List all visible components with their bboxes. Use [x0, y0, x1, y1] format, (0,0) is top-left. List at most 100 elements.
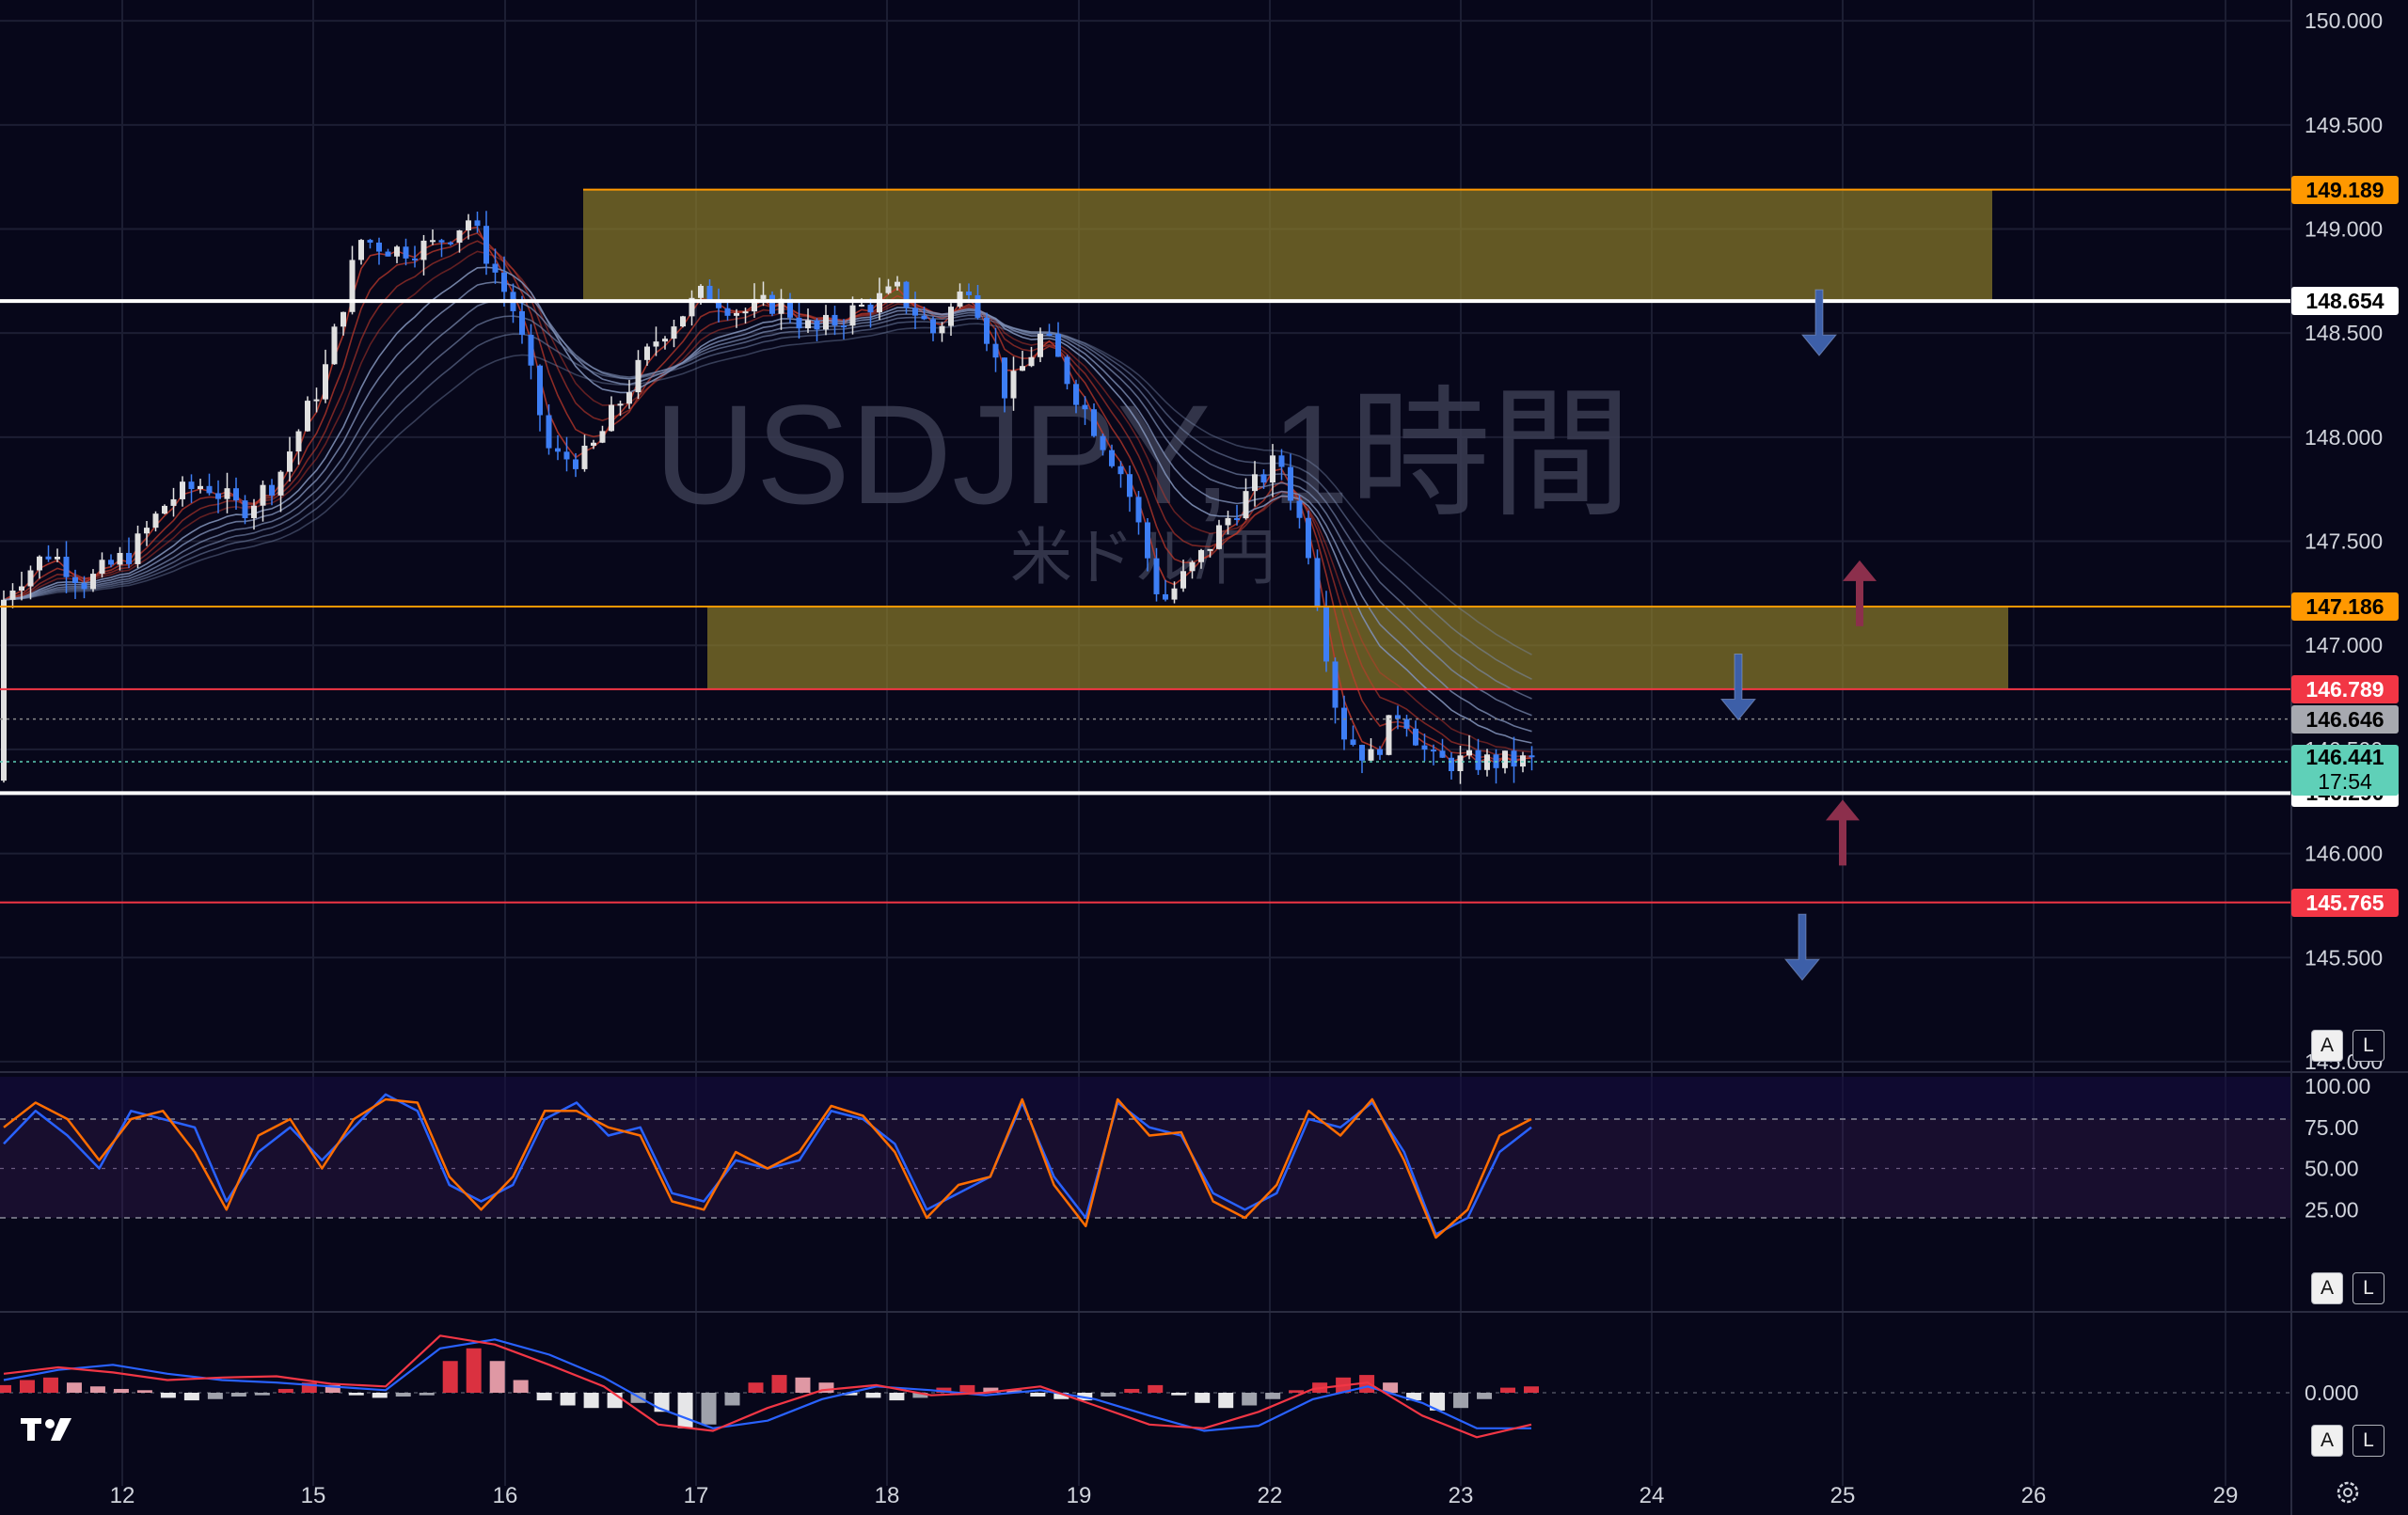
candle: [72, 576, 78, 584]
candle: [1332, 661, 1339, 708]
tradingview-logo: [19, 1416, 73, 1444]
macd-pane: 0.000: [0, 1334, 2359, 1439]
macd-y-tick: 0.000: [2305, 1381, 2359, 1405]
candle: [144, 528, 150, 534]
x-tick-label: 25: [1830, 1483, 1856, 1508]
macd-bar: [724, 1393, 740, 1406]
x-tick-label: 26: [2021, 1483, 2047, 1508]
macd-bar: [183, 1393, 199, 1401]
candle: [420, 240, 427, 260]
candle: [563, 451, 570, 460]
candle: [403, 246, 409, 259]
candle: [912, 308, 918, 316]
candle: [501, 272, 507, 292]
y-tick-label: 148.500: [2305, 321, 2383, 345]
candle: [313, 399, 320, 402]
macd-bar: [1289, 1390, 1305, 1393]
candle: [814, 320, 820, 330]
candle: [295, 431, 302, 452]
candle: [796, 317, 802, 329]
candle: [966, 292, 972, 295]
y-tick-label: 145.500: [2305, 945, 2383, 970]
candle: [233, 488, 239, 501]
macd-bar: [1477, 1393, 1493, 1399]
candle: [358, 240, 364, 260]
candle: [752, 298, 757, 312]
candle: [609, 404, 614, 432]
candle: [430, 240, 436, 243]
candle: [45, 556, 52, 560]
candle: [1091, 409, 1097, 436]
x-tick-label: 29: [2213, 1483, 2239, 1508]
candle: [331, 326, 338, 365]
candle: [456, 230, 463, 244]
candle: [984, 317, 990, 344]
candle: [492, 263, 499, 273]
candle: [1466, 750, 1472, 756]
candle: [1252, 474, 1258, 492]
macd-bar: [160, 1393, 176, 1398]
x-tick-label: 24: [1640, 1483, 1665, 1508]
x-tick-label: 12: [110, 1483, 135, 1508]
auto-scale-button[interactable]: A: [2311, 1030, 2343, 1062]
candle: [974, 294, 981, 318]
levels: [0, 188, 2291, 904]
ema-line: [3, 231, 1532, 761]
y-tick-label: 147.000: [2305, 633, 2383, 657]
macd-bar: [701, 1393, 717, 1425]
candle: [242, 500, 248, 518]
candle: [724, 308, 731, 316]
candle: [37, 556, 42, 571]
stoch-auto-button[interactable]: A: [2311, 1272, 2343, 1304]
macd-bar: [1242, 1393, 1258, 1406]
candle: [1341, 707, 1347, 740]
candle: [680, 316, 686, 327]
candle: [591, 442, 596, 446]
candle: [1020, 366, 1025, 371]
macd-bar: [0, 1384, 11, 1393]
candle: [1457, 755, 1464, 772]
stoch-y-tick: 25.00: [2305, 1197, 2359, 1222]
candle: [287, 451, 293, 472]
macd-bar: [301, 1382, 317, 1393]
macd-bar: [748, 1382, 764, 1393]
macd-bar: [207, 1393, 223, 1399]
candle: [19, 586, 24, 591]
candle: [1484, 754, 1490, 770]
candle: [635, 359, 642, 393]
candle: [483, 226, 489, 264]
y-tick-label: 147.500: [2305, 529, 2383, 554]
candle: [1413, 728, 1418, 746]
macd-bar: [560, 1393, 576, 1406]
macd-bar: [1218, 1393, 1234, 1409]
zone: [707, 607, 2008, 689]
ema-line: [3, 323, 1532, 655]
settings-gear-icon[interactable]: [2335, 1479, 2361, 1506]
y-tick-label: 149.000: [2305, 216, 2383, 241]
candle: [519, 310, 525, 335]
candle: [277, 471, 284, 496]
candle: [466, 220, 471, 231]
candle: [269, 484, 275, 496]
candle: [305, 401, 310, 432]
candles: [1, 211, 1535, 784]
macd-auto-button[interactable]: A: [2311, 1425, 2343, 1457]
stoch-log-button[interactable]: L: [2353, 1272, 2384, 1304]
macd-log-button[interactable]: L: [2353, 1425, 2384, 1457]
candle: [1010, 371, 1017, 399]
candle: [617, 403, 624, 406]
candle: [1171, 588, 1178, 600]
candle: [170, 498, 177, 506]
candle: [349, 260, 356, 312]
x-tick-label: 15: [301, 1483, 326, 1508]
candle: [1431, 750, 1436, 752]
macd-bar: [1148, 1384, 1164, 1393]
arrow-down: [1800, 289, 1838, 356]
candle: [1207, 548, 1213, 551]
log-scale-button[interactable]: L: [2353, 1030, 2384, 1062]
x-tick-label: 16: [493, 1483, 518, 1508]
macd-bar: [1101, 1393, 1117, 1397]
candle: [546, 415, 552, 449]
candle: [1216, 525, 1222, 549]
